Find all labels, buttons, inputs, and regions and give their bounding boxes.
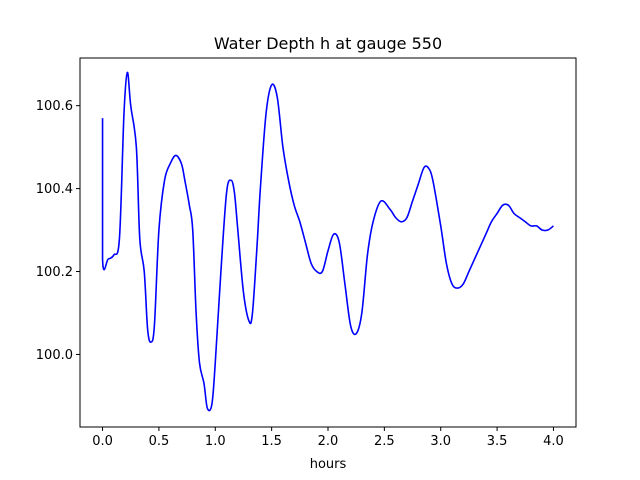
x-tick-label: 3.5	[487, 434, 508, 449]
y-axis-ticks: 100.0 100.2 100.4 100.6	[36, 99, 80, 363]
y-tick-label: 100.4	[36, 182, 73, 197]
x-tick-label: 1.5	[261, 434, 282, 449]
y-tick-label: 100.0	[36, 348, 73, 363]
x-tick-label: 3.0	[430, 434, 451, 449]
x-tick-label: 2.0	[318, 434, 339, 449]
series-layer	[101, 71, 554, 412]
series-line	[101, 71, 554, 412]
x-axis-label: hours	[310, 457, 347, 472]
y-tick-label: 100.2	[36, 265, 73, 280]
x-axis-ticks: 0.0 0.5 1.0 1.5 2.0 2.5 3.0 3.5 4.0	[92, 427, 564, 449]
x-tick-label: 1.0	[205, 434, 226, 449]
x-tick-label: 0.5	[149, 434, 170, 449]
chart-title: Water Depth h at gauge 550	[214, 34, 442, 53]
x-tick-label: 4.0	[543, 434, 564, 449]
plot-area	[80, 58, 576, 427]
y-tick-label: 100.6	[36, 99, 73, 114]
x-tick-label: 2.5	[374, 434, 395, 449]
x-tick-label: 0.0	[92, 434, 113, 449]
